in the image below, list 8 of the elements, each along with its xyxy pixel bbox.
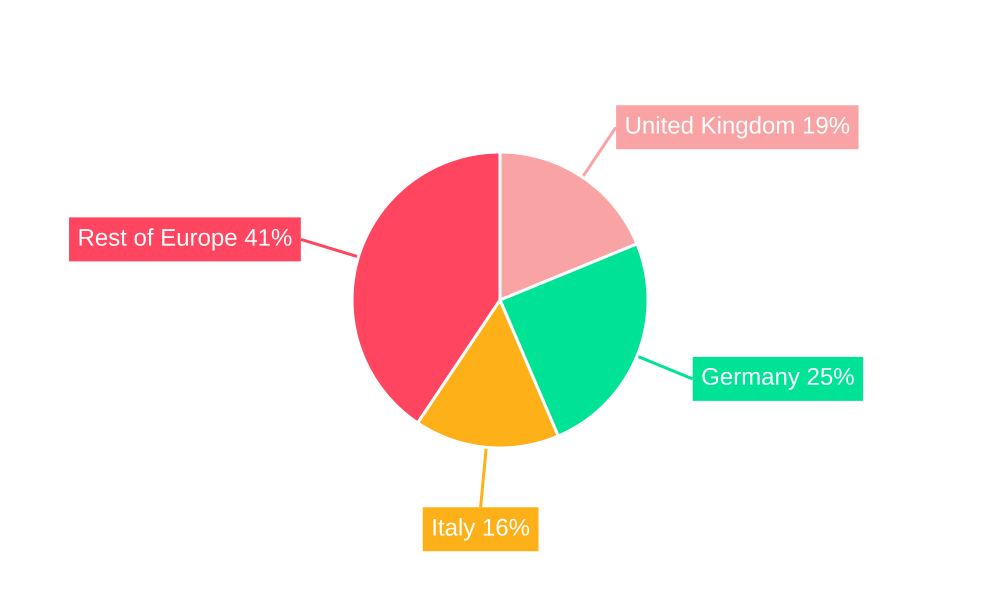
data-label: 19% [804,116,850,134]
slice-label: Italy [433,518,476,540]
slice-label: United Kingdom [626,116,794,138]
slice-label: Germany [702,368,800,390]
data-label: 25% [808,368,854,385]
slice-label: Rest of Europe [80,228,237,251]
data-label: 41% [244,228,292,246]
data-label: 16% [484,518,530,536]
